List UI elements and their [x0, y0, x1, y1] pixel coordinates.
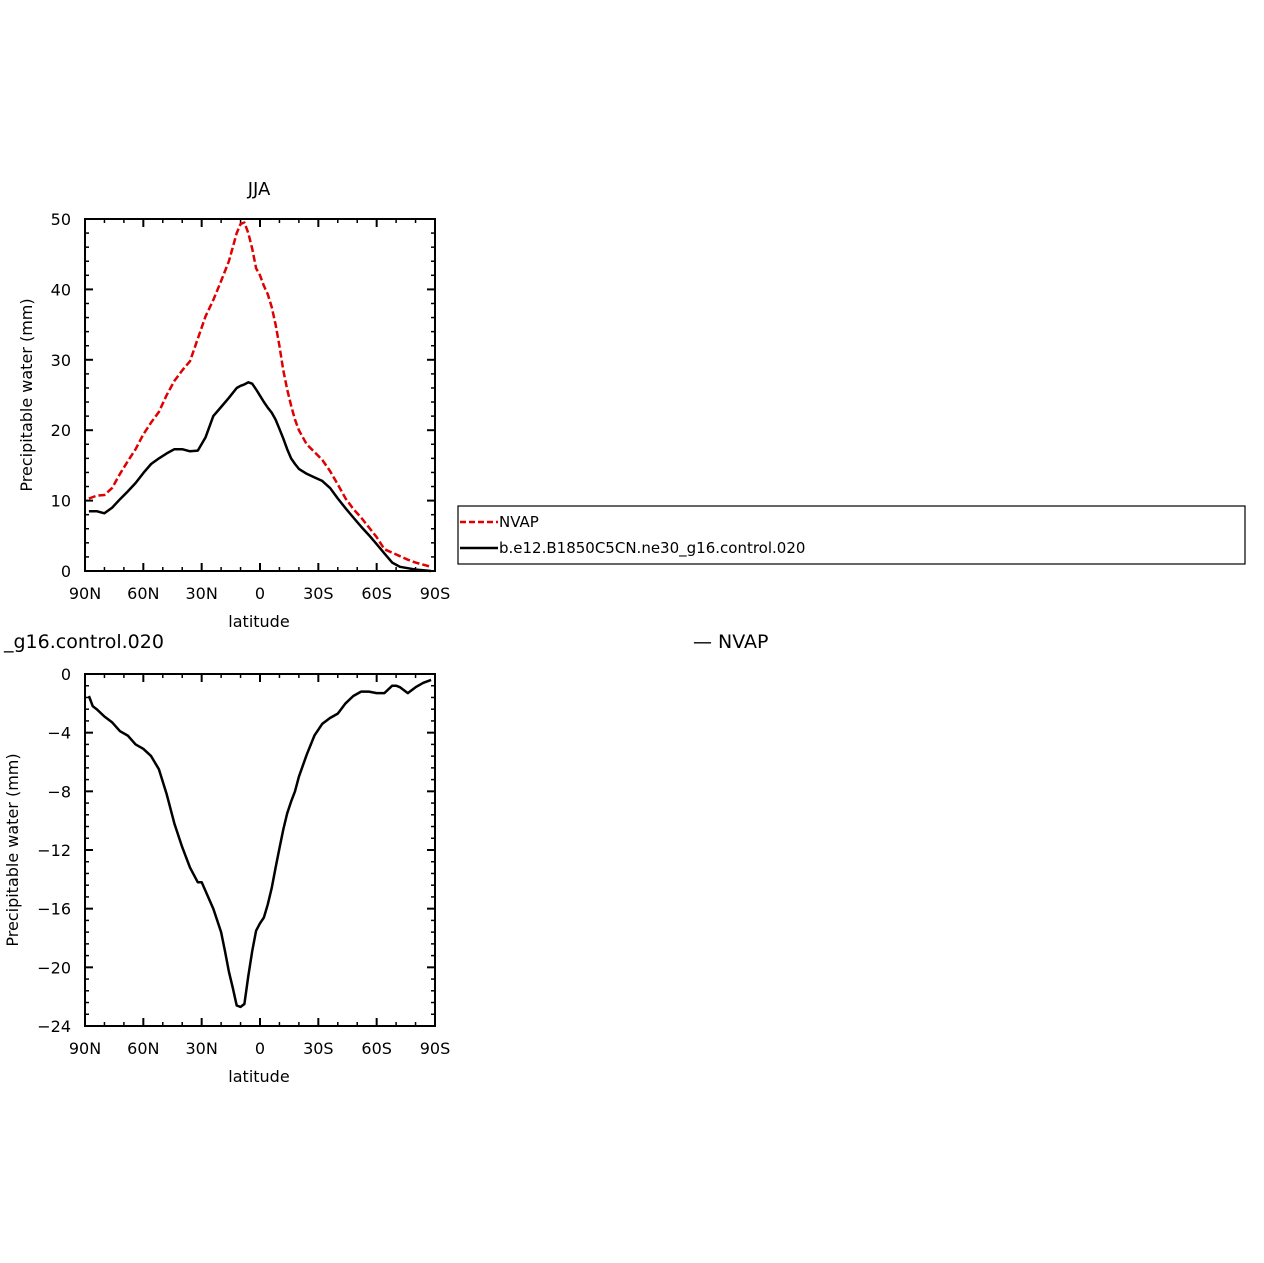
legend-box: [457, 505, 1246, 565]
bottom-y-tick-label: −12: [37, 841, 71, 860]
bottom-panel-series: [87, 678, 432, 1009]
legend-label-nvap: NVAP: [499, 513, 539, 531]
bottom-y-tick-label: 0: [61, 665, 71, 684]
top-y-tick-label: 40: [51, 280, 71, 299]
top-x-tick-label: 90N: [69, 584, 101, 603]
bottom-x-tick-label: 90S: [420, 1039, 451, 1058]
bottom-x-tick-label: 30S: [303, 1039, 334, 1058]
bottom-series-line-0: [87, 678, 432, 1009]
bottom-y-tick-label: −20: [37, 958, 71, 977]
top-panel-y-axis-label: Precipitable water (mm): [17, 298, 36, 491]
bottom-x-tick-label: 60S: [361, 1039, 392, 1058]
top-panel-frame: [84, 218, 436, 572]
top-panel-title: JJA: [247, 179, 271, 200]
top-y-tick-label: 20: [51, 421, 71, 440]
top-x-tick-label: 30S: [303, 584, 334, 603]
bottom-y-tick-label: −24: [37, 1017, 71, 1036]
top-series-line-1: [88, 381, 432, 573]
bottom-x-tick-label: 90N: [69, 1039, 101, 1058]
bottom-x-tick-label: 30N: [186, 1039, 218, 1058]
legend-label-model: b.e12.B1850C5CN.ne30_g16.control.020: [499, 539, 805, 558]
top-y-tick-label: 0: [61, 562, 71, 581]
top-x-tick-label: 30N: [186, 584, 218, 603]
bottom-panel-title: _g16.control.020: [3, 631, 164, 653]
top-x-tick-label: 60N: [127, 584, 159, 603]
top-series-line-0: [88, 221, 432, 569]
bottom-panel-right-title: — NVAP: [693, 631, 769, 653]
bottom-panel-x-axis-label: latitude: [228, 1067, 289, 1086]
top-y-tick-label: 30: [51, 351, 71, 370]
top-panel-ticks: 90N 60N 30N 0 30S 60S 90S 0 10 20 30 40 50: [51, 210, 451, 603]
bottom-y-tick-label: −8: [47, 782, 71, 801]
top-panel: JJA Precipitable water (mm) latitude 90N…: [17, 179, 450, 631]
top-x-tick-label: 60S: [361, 584, 392, 603]
bottom-panel: _g16.control.020 — NVAP Precipitable wat…: [3, 631, 769, 1086]
top-panel-x-axis-label: latitude: [228, 612, 289, 631]
bottom-panel-y-axis-label: Precipitable water (mm): [3, 753, 22, 946]
bottom-y-tick-label: −16: [37, 900, 71, 919]
top-panel-series: [88, 221, 432, 573]
legend: NVAP b.e12.B1850C5CN.ne30_g16.control.02…: [457, 505, 1246, 565]
bottom-y-tick-label: −4: [47, 724, 71, 743]
top-y-tick-label: 10: [51, 492, 71, 511]
top-y-tick-label: 50: [51, 210, 71, 229]
bottom-panel-ticks: 90N 60N 30N 0 30S 60S 90S 0 −4 −8 −12 −16 −20 −24: [37, 665, 450, 1058]
bottom-panel-frame: [84, 673, 436, 1027]
bottom-x-tick-label: 60N: [127, 1039, 159, 1058]
top-x-tick-label: 0: [255, 584, 265, 603]
top-x-tick-label: 90S: [420, 584, 451, 603]
bottom-x-tick-label: 0: [255, 1039, 265, 1058]
